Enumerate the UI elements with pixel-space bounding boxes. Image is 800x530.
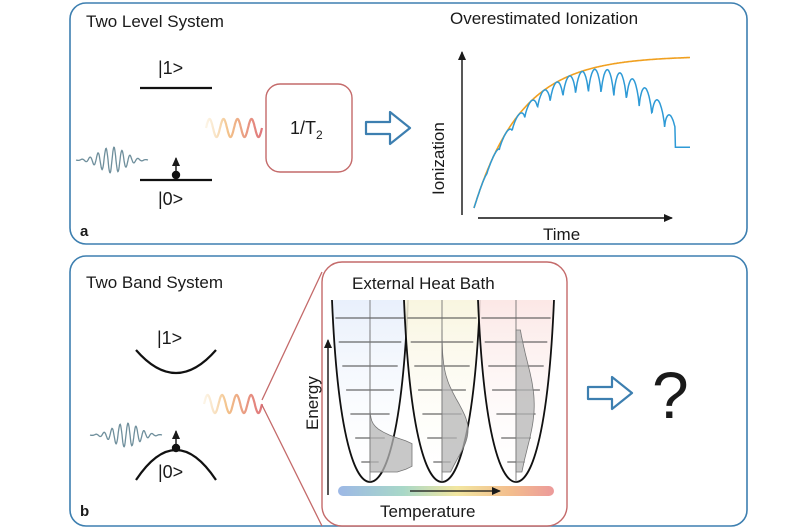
- wave-packet-icon: [75, 146, 149, 174]
- photon-wave-icon: [204, 117, 264, 139]
- panel-a-frame: [69, 2, 748, 245]
- heat-bath-title: External Heat Bath: [352, 274, 495, 293]
- panel-a: Two Level System |1> |0> 1/T2 Overestima…: [69, 2, 748, 245]
- bath-connector: [261, 271, 323, 527]
- electron-dot: [171, 170, 181, 180]
- wave-packet-b-icon: [89, 422, 163, 448]
- temperature-label: Temperature: [380, 502, 475, 521]
- band-upper-label: |1>: [157, 328, 182, 348]
- state-upper-label: |1>: [158, 58, 183, 78]
- plot-xlabel: Time: [543, 225, 580, 244]
- question-mark: ?: [652, 358, 689, 432]
- plot-ylabel: Ionization: [429, 122, 448, 195]
- harmonic-wells: [331, 299, 555, 483]
- panel-b-title: Two Band System: [86, 273, 223, 292]
- plot-title: Overestimated Ionization: [450, 9, 638, 28]
- population-distribution-3: [515, 329, 535, 473]
- right-arrow-icon: [364, 110, 412, 146]
- panel-b-tag: b: [80, 503, 89, 520]
- state-lower-label: |0>: [158, 189, 183, 209]
- panel-b: Two Band System |1> |0> External Heat Ba…: [69, 255, 748, 527]
- electron-dot-b: [171, 443, 181, 453]
- dephasing-label: 1/T2: [290, 118, 323, 142]
- population-distribution-1: [369, 330, 413, 473]
- energy-axis-label: Energy: [303, 376, 322, 430]
- photon-wave-b-icon: [202, 393, 264, 415]
- right-arrow-b-icon: [586, 375, 634, 411]
- population-distribution-2: [441, 329, 469, 473]
- panel-a-tag: a: [80, 223, 89, 240]
- ionization-curve-blue: [473, 68, 690, 209]
- upper-band-curve: [135, 349, 217, 374]
- band-lower-label: |0>: [158, 462, 183, 482]
- panel-a-title: Two Level System: [86, 12, 224, 31]
- dephasing-box: [265, 83, 353, 173]
